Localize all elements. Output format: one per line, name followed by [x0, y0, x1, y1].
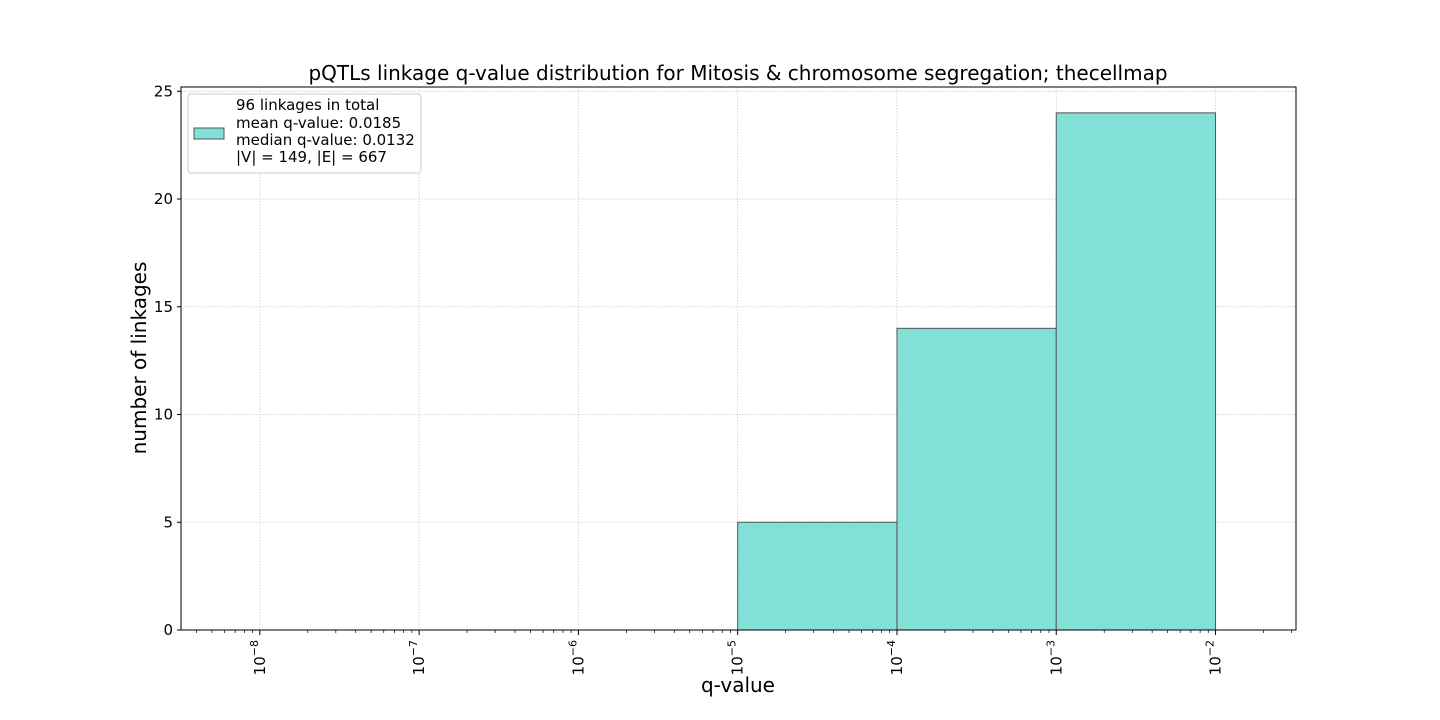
- x-tick-label: 10−7: [407, 640, 428, 675]
- x-tick-label: 10−2: [1204, 640, 1225, 675]
- plot-frame: [180, 86, 1297, 631]
- x-tick-label: 10−6: [566, 640, 587, 675]
- y-tick-label: 0: [163, 621, 173, 639]
- y-tick-label: 20: [154, 190, 173, 208]
- legend-line-2: mean q-value: 0.0185: [236, 114, 401, 132]
- legend-line-3: median q-value: 0.0132: [236, 131, 415, 149]
- ticks-layer: 0 5 10 15 20 25 10−8 10−7 10−6 10−5 10−4 10−3 10−2: [154, 82, 1292, 675]
- y-tick-label: 25: [154, 82, 173, 100]
- x-tick-label: 10−5: [726, 640, 747, 675]
- histogram-bar: [896, 327, 1057, 631]
- x-tick-label: 10−3: [1044, 640, 1065, 675]
- y-tick-label: 15: [154, 298, 173, 316]
- legend-swatch: [193, 127, 225, 140]
- x-axis-label: q-value: [701, 673, 775, 697]
- bars-layer: [737, 112, 1217, 631]
- legend-box: [187, 93, 422, 174]
- x-tick-label: 10−8: [248, 640, 269, 675]
- y-tick-label: 10: [154, 406, 173, 424]
- x-tick-label: 10−4: [885, 640, 906, 675]
- y-axis-label: number of linkages: [127, 262, 151, 455]
- legend-line-1: 96 linkages in total: [236, 96, 379, 114]
- chart-title: pQTLs linkage q-value distribution for M…: [308, 61, 1167, 85]
- y-tick-label: 5: [163, 513, 173, 531]
- legend-line-4: |V| = 149, |E| = 667: [236, 148, 387, 166]
- histogram-bar: [1055, 112, 1217, 631]
- histogram-bar: [737, 521, 898, 631]
- legend: 96 linkages in total mean q-value: 0.018…: [187, 93, 422, 174]
